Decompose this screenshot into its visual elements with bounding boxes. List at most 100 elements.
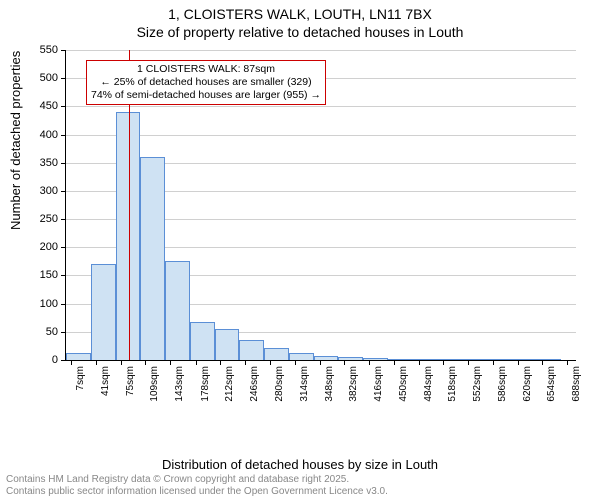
- x-tick-label: 143sqm: [174, 366, 185, 410]
- y-tick-label: 400: [20, 129, 58, 141]
- chart-area: 7sqm 41sqm 75sqm 109sqm 143sqm 178sqm 212sqm 24…: [65, 50, 575, 410]
- x-tick-label: 75sqm: [125, 366, 136, 410]
- histogram-bar: [91, 264, 116, 360]
- x-tick-label: 620sqm: [522, 366, 533, 410]
- x-tick: [542, 360, 543, 365]
- chart-title-sub: Size of property relative to detached ho…: [0, 24, 600, 42]
- x-tick-label: 348sqm: [324, 366, 335, 410]
- histogram-bar: [438, 359, 463, 360]
- histogram-bar: [190, 322, 215, 360]
- x-tick-label: 7sqm: [75, 366, 86, 410]
- y-tick-label: 50: [20, 326, 58, 338]
- x-tick: [196, 360, 197, 365]
- x-tick: [295, 360, 296, 365]
- x-tick-label: 518sqm: [447, 366, 458, 410]
- x-tick-label: 552sqm: [472, 366, 483, 410]
- x-tick-label: 314sqm: [299, 366, 310, 410]
- x-tick: [96, 360, 97, 365]
- x-tick: [419, 360, 420, 365]
- y-tick: [61, 360, 66, 361]
- histogram-bar: [239, 340, 264, 360]
- x-tick: [170, 360, 171, 365]
- histogram-bar: [512, 359, 537, 360]
- x-axis-label: Distribution of detached houses by size …: [0, 457, 600, 472]
- x-tick: [493, 360, 494, 365]
- y-tick-label: 200: [20, 241, 58, 253]
- x-tick-label: 212sqm: [224, 366, 235, 410]
- histogram-bar: [140, 157, 165, 360]
- x-tick: [145, 360, 146, 365]
- plot-area: 7sqm41sqm75sqm109sqm143sqm178sqm212sqm24…: [65, 50, 576, 361]
- footer-attribution: Contains HM Land Registry data © Crown c…: [6, 474, 388, 498]
- y-tick: [61, 332, 66, 333]
- x-tick-label: 484sqm: [423, 366, 434, 410]
- y-tick-label: 150: [20, 269, 58, 281]
- x-tick: [443, 360, 444, 365]
- y-tick-label: 350: [20, 157, 58, 169]
- x-tick-label: 109sqm: [149, 366, 160, 410]
- x-tick: [71, 360, 72, 365]
- x-tick: [320, 360, 321, 365]
- x-tick: [567, 360, 568, 365]
- chart-title-block: 1, CLOISTERS WALK, LOUTH, LN11 7BX Size …: [0, 0, 600, 41]
- x-tick-label: 246sqm: [249, 366, 260, 410]
- y-tick-label: 0: [20, 354, 58, 366]
- y-tick-label: 450: [20, 100, 58, 112]
- x-tick: [394, 360, 395, 365]
- histogram-bar: [264, 348, 289, 360]
- y-tick: [61, 219, 66, 220]
- annotation-box: 1 CLOISTERS WALK: 87sqm← 25% of detached…: [86, 60, 326, 105]
- y-tick: [61, 78, 66, 79]
- x-tick-label: 41sqm: [100, 366, 111, 410]
- x-tick-label: 416sqm: [373, 366, 384, 410]
- y-tick: [61, 135, 66, 136]
- y-tick-label: 250: [20, 213, 58, 225]
- y-tick: [61, 247, 66, 248]
- x-tick: [344, 360, 345, 365]
- y-tick-label: 100: [20, 298, 58, 310]
- x-tick-label: 654sqm: [546, 366, 557, 410]
- histogram-bar: [215, 329, 240, 360]
- histogram-bar: [413, 359, 438, 360]
- y-tick-label: 550: [20, 44, 58, 56]
- histogram-bar: [66, 353, 91, 360]
- y-tick: [61, 106, 66, 107]
- x-tick-label: 688sqm: [571, 366, 582, 410]
- y-tick: [61, 304, 66, 305]
- grid-line: [66, 106, 576, 107]
- histogram-bar: [289, 353, 314, 360]
- footer-line-2: Contains public sector information licen…: [6, 486, 388, 498]
- x-tick-label: 586sqm: [497, 366, 508, 410]
- x-tick-label: 178sqm: [200, 366, 211, 410]
- annotation-line: 74% of semi-detached houses are larger (…: [91, 89, 321, 102]
- x-tick: [245, 360, 246, 365]
- histogram-bar: [314, 356, 339, 360]
- grid-line: [66, 50, 576, 51]
- x-tick: [121, 360, 122, 365]
- y-tick: [61, 50, 66, 51]
- x-tick-label: 382sqm: [348, 366, 359, 410]
- annotation-line: ← 25% of detached houses are smaller (32…: [91, 76, 321, 89]
- histogram-bar: [338, 357, 363, 360]
- histogram-bar: [487, 359, 512, 360]
- histogram-bar: [116, 112, 141, 360]
- x-tick-label: 450sqm: [398, 366, 409, 410]
- y-tick: [61, 275, 66, 276]
- x-tick: [270, 360, 271, 365]
- y-tick-label: 500: [20, 72, 58, 84]
- chart-title-main: 1, CLOISTERS WALK, LOUTH, LN11 7BX: [0, 6, 600, 24]
- y-tick-label: 300: [20, 185, 58, 197]
- x-tick: [518, 360, 519, 365]
- histogram-bar: [537, 359, 562, 360]
- histogram-bar: [388, 359, 413, 360]
- x-tick: [468, 360, 469, 365]
- histogram-bar: [462, 359, 487, 360]
- grid-line: [66, 135, 576, 136]
- y-tick: [61, 163, 66, 164]
- histogram-bar: [165, 261, 190, 360]
- annotation-line: 1 CLOISTERS WALK: 87sqm: [91, 63, 321, 76]
- x-tick: [369, 360, 370, 365]
- histogram-bar: [363, 358, 388, 360]
- x-tick-label: 280sqm: [274, 366, 285, 410]
- y-tick: [61, 191, 66, 192]
